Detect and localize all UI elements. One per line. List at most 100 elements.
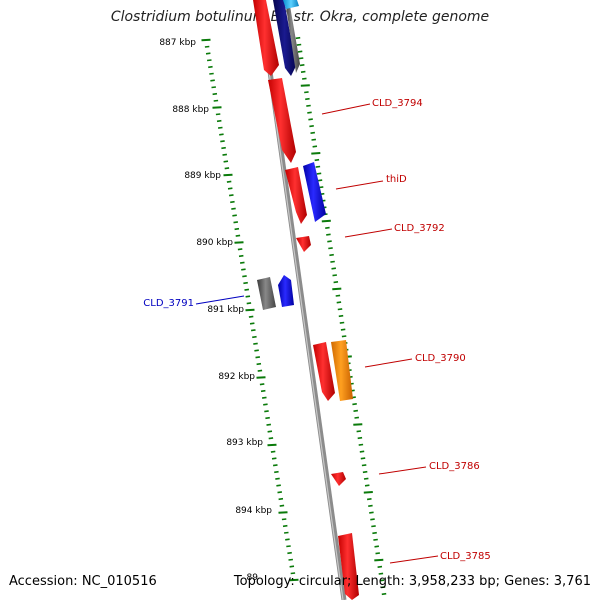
minor-tick (223, 160, 229, 163)
minor-tick (378, 572, 384, 575)
minor-tick (230, 200, 235, 204)
gene-label[interactable]: CLD_3790 (415, 353, 466, 364)
tick-label: 894 kbp (235, 506, 272, 516)
gene-label[interactable]: thiD (386, 174, 407, 185)
minor-tick (372, 531, 377, 535)
minor-tick (317, 179, 323, 182)
minor-tick (297, 50, 303, 53)
gene-label[interactable]: CLD_3786 (429, 461, 480, 472)
gene-reverse[interactable] (273, 0, 296, 76)
minor-tick (281, 518, 287, 521)
gene-reverse[interactable] (278, 275, 294, 307)
minor-tick (227, 187, 233, 190)
major-tick (278, 511, 288, 514)
gene-reverse-cyan[interactable] (283, 0, 299, 9)
minor-tick (250, 329, 256, 332)
minor-tick (242, 275, 247, 278)
minor-tick (246, 302, 252, 305)
minor-tick (374, 545, 380, 548)
minor-tick (366, 498, 372, 501)
minor-tick (279, 504, 285, 507)
minor-tick (266, 423, 272, 426)
accession-text: Accession: NC_010516 (9, 574, 157, 589)
major-tick (374, 558, 384, 562)
gene-reverse-orange[interactable] (331, 340, 353, 401)
minor-tick (375, 552, 381, 555)
minor-tick (368, 504, 373, 507)
gene-label[interactable]: CLD_3794 (372, 98, 423, 109)
minor-tick (285, 538, 290, 541)
minor-tick (352, 403, 357, 406)
map-title: Clostridium botulinum B1 str. Okra, comp… (110, 9, 490, 25)
minor-tick (248, 315, 254, 318)
minor-tick (257, 369, 263, 372)
minor-tick (271, 457, 277, 460)
tick-label: 893 kbp (226, 438, 263, 448)
minor-tick (332, 274, 338, 277)
minor-tick (277, 491, 283, 494)
minor-tick (309, 125, 314, 128)
inner-tick-track (201, 38, 299, 582)
major-tick (245, 308, 255, 312)
minor-tick (233, 221, 239, 224)
kbp-labels: 887 kbp 888 kbp 889 kbp 890 kbp 891 kbp … (159, 38, 272, 583)
minor-tick (329, 253, 334, 257)
minor-tick (212, 92, 218, 96)
minor-tick (316, 172, 322, 175)
summary-text: Topology: circular; Length: 3,958,233 bp… (233, 574, 591, 589)
minor-tick (210, 79, 215, 82)
minor-tick (295, 36, 301, 40)
minor-tick (289, 565, 295, 568)
minor-tick (356, 430, 362, 433)
gene-reverse-grey[interactable] (257, 277, 276, 310)
minor-tick (296, 43, 302, 46)
minor-tick (282, 524, 288, 528)
minor-tick (205, 52, 211, 55)
minor-tick (299, 64, 305, 67)
minor-tick (272, 464, 278, 467)
minor-tick (362, 470, 368, 474)
minor-tick (239, 261, 245, 264)
minor-tick (300, 70, 306, 73)
gene-forward[interactable] (296, 236, 311, 252)
minor-tick (305, 97, 310, 101)
major-tick (353, 423, 363, 426)
gene-forward[interactable] (313, 342, 335, 401)
gene-label[interactable]: CLD_3791 (143, 298, 194, 309)
tick-label: 887 kbp (159, 38, 196, 48)
minor-tick (333, 281, 339, 284)
minor-tick (220, 140, 225, 143)
gene-forward[interactable] (331, 472, 346, 486)
tick-label: 89 (247, 573, 259, 583)
minor-tick (298, 57, 304, 60)
minor-tick (314, 158, 320, 162)
tick-label: 890 kbp (196, 238, 233, 248)
minor-tick (325, 226, 330, 229)
gene-reverse-grey[interactable] (285, 0, 300, 73)
minor-tick (253, 342, 258, 345)
minor-tick (371, 525, 376, 528)
gene-label[interactable]: CLD_3792 (394, 223, 445, 234)
gene-label[interactable]: CLD_3785 (440, 551, 491, 562)
minor-tick (327, 240, 332, 243)
minor-tick (290, 572, 296, 575)
gene-forward[interactable] (285, 167, 307, 224)
gene-forward[interactable] (338, 533, 359, 600)
minor-tick (373, 538, 378, 541)
minor-tick (209, 72, 214, 75)
minor-tick (307, 111, 312, 114)
minor-tick (241, 268, 246, 271)
gene-forward[interactable] (268, 78, 296, 163)
minor-tick (304, 91, 309, 94)
minor-tick (287, 551, 292, 555)
gene-forward[interactable] (253, 0, 279, 76)
minor-tick (338, 314, 344, 318)
minor-tick (243, 281, 248, 285)
minor-tick (232, 214, 237, 217)
minor-tick (245, 295, 251, 298)
gene-reverse[interactable] (303, 162, 326, 222)
minor-tick (238, 254, 244, 258)
minor-tick (361, 464, 367, 467)
minor-tick (244, 288, 250, 291)
